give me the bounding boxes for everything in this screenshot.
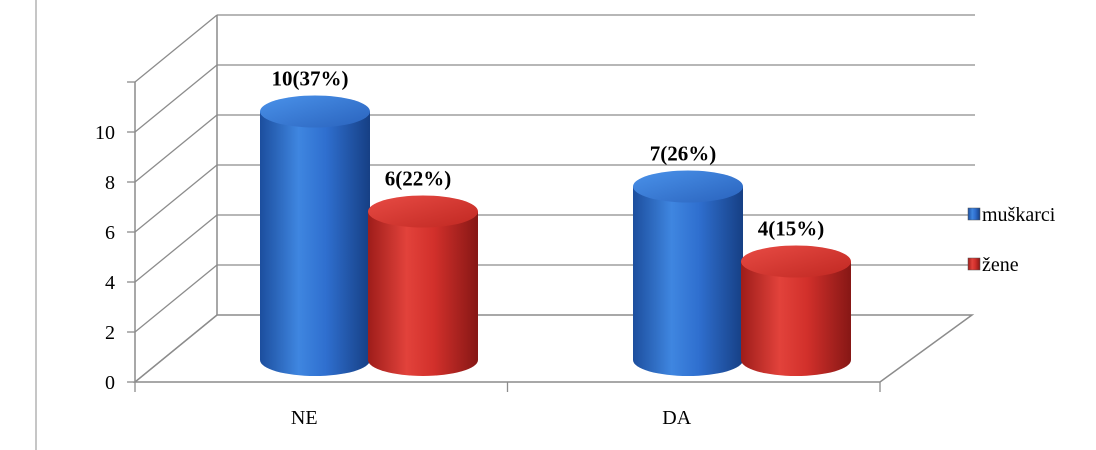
y-tick-label: 2 (105, 322, 115, 344)
gridline-side (134, 214, 218, 283)
bar-top (260, 95, 370, 128)
y-tick-label: 10 (95, 122, 115, 144)
gridline-side (134, 164, 218, 233)
x-tick-label: NE (291, 407, 318, 429)
chart-frame: 0 2 4 6 8 10 NE DA (35, 0, 975, 450)
bar-top (368, 195, 478, 228)
gridline-side (134, 314, 218, 383)
bar-body (260, 111, 370, 376)
gridline-side (134, 264, 218, 333)
bar-žene-NE (368, 195, 478, 376)
y-tick-label: 8 (105, 172, 115, 194)
bar-top (741, 245, 851, 278)
bar-muškarci-DA (633, 170, 743, 376)
x-tick-label: DA (662, 407, 691, 429)
bar-muškarci-NE (260, 95, 370, 376)
y-tick-label: 4 (105, 272, 115, 294)
data-label: 4(15%) (758, 217, 825, 241)
legend-swatch (967, 207, 981, 221)
gridline-side (134, 114, 218, 183)
bar-body (368, 211, 478, 376)
legend-swatch (967, 257, 981, 271)
gridline-side (134, 64, 218, 133)
legend: muškarci žene (967, 204, 1056, 276)
legend-label: žene (982, 254, 1019, 276)
bar-body (741, 261, 851, 376)
bar-top (633, 170, 743, 203)
bar-body (633, 186, 743, 376)
gridline-side (134, 14, 218, 83)
bars-layer (260, 95, 851, 376)
data-label: 10(37%) (272, 67, 349, 91)
bar-žene-DA (741, 245, 851, 376)
data-label: 6(22%) (385, 167, 452, 191)
y-tick-label: 0 (105, 372, 115, 394)
legend-label: muškarci (982, 204, 1056, 226)
data-label: 7(26%) (650, 142, 717, 166)
y-tick-label: 6 (105, 222, 115, 244)
labels-layer: 10(37%) 6(22%) 7(26%) 4(15%) (272, 67, 825, 241)
